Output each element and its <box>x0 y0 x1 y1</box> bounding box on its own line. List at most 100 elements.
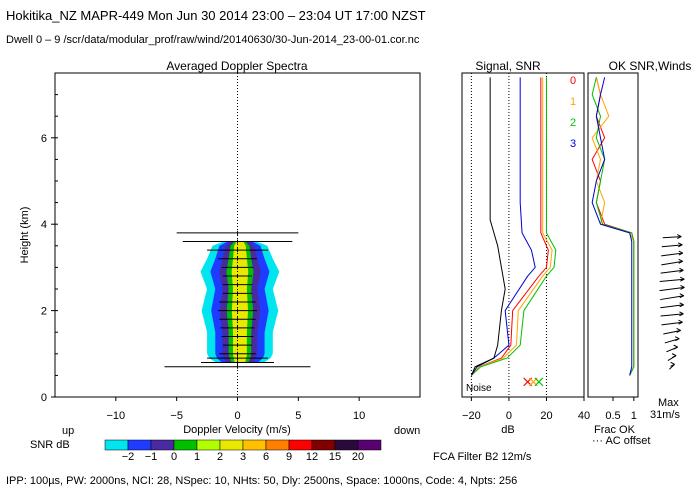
wind-arrow <box>659 286 685 292</box>
frac-legend-1: 1 <box>570 96 576 108</box>
wind-arrow-head <box>678 242 683 248</box>
snr-x-tick-label: 40 <box>578 410 590 422</box>
snr-series-Noise <box>470 77 506 376</box>
colorbar-tick-label: 3 <box>240 451 246 463</box>
colorbar-tick-label: 12 <box>306 451 318 463</box>
colorbar-tick-label: 0 <box>171 451 177 463</box>
wind-arrow-head <box>673 344 678 350</box>
snr-series-2 <box>471 77 557 376</box>
colorbar-tick-label: 6 <box>263 451 269 463</box>
wind-arrow <box>661 252 683 257</box>
colorbar-tick-label: 1 <box>194 451 200 463</box>
wind-arrow <box>663 329 681 335</box>
colorbar-tick-label: −1 <box>145 451 158 463</box>
colorbar-swatch <box>219 439 244 451</box>
frac-legend-0: 0 <box>570 75 576 87</box>
wind-arrow-head <box>674 336 680 342</box>
colorbar-tick-label: −2 <box>122 451 135 463</box>
colorbar-swatch <box>196 439 221 451</box>
y-tick-label: 2 <box>41 306 47 318</box>
frac-xlabel: Frac OK <box>594 424 636 436</box>
colorbar-swatch <box>311 439 336 451</box>
wind-arrow <box>662 236 682 239</box>
wind-arrow <box>660 304 684 309</box>
wind-arrow <box>660 313 684 317</box>
wind-arrow-head <box>679 267 684 273</box>
colorbar-label: SNR dB <box>30 439 70 451</box>
wind-arrow-head <box>679 311 684 317</box>
fca-filter-label: FCA Filter B2 12m/s <box>433 451 532 463</box>
wind-arrow-head <box>678 250 684 256</box>
wind-arrow-head <box>678 258 683 264</box>
colorbar-swatch <box>104 439 129 451</box>
colorbar-swatch <box>334 439 359 451</box>
wind-arrow-head <box>676 328 681 333</box>
colorbar-swatch <box>288 439 313 451</box>
colorbar: −2 −1 0 1 2 3 6 9 12 15 20 <box>104 439 382 463</box>
snr-x-tick-label: 0 <box>506 410 512 422</box>
wind-arrow-head <box>671 353 677 359</box>
colorbar-tick-label: 15 <box>329 451 341 463</box>
snr-marker <box>534 377 544 387</box>
colorbar-swatch <box>173 439 198 451</box>
snr-x-tick-label: −20 <box>462 410 481 422</box>
y-tick-label: 0 <box>41 392 47 404</box>
colorbar-swatch <box>127 439 152 451</box>
max-label: Max <box>658 397 679 409</box>
snr-series-3 <box>470 77 536 376</box>
colorbar-swatch <box>150 439 175 451</box>
x-tick-label: 10 <box>353 410 365 422</box>
spectra-ylabel: Height (km) <box>19 207 31 264</box>
snr-x-tick-label: 20 <box>540 410 552 422</box>
x-tick-label: 5 <box>295 410 301 422</box>
wind-arrow <box>661 260 683 266</box>
snr-series-1 <box>471 77 553 376</box>
down-label: down <box>394 425 420 437</box>
plot-subtitle: Dwell 0 – 9 /scr/data/modular_prof/raw/w… <box>6 34 420 46</box>
footer-params: IPP: 100µs, PW: 2000ns, NCI: 28, NSpec: … <box>6 475 517 487</box>
wind-arrow-head <box>679 293 685 299</box>
wind-arrow <box>659 278 685 283</box>
colorbar-tick-label: 9 <box>286 451 292 463</box>
colorbar-swatch <box>242 439 267 451</box>
colorbar-tick-label: 2 <box>217 451 223 463</box>
wind-arrow-head <box>670 361 675 367</box>
colorbar-swatch <box>357 439 382 451</box>
frac-x-tick-label: 0.5 <box>605 410 620 422</box>
wind-arrow-head <box>680 276 685 282</box>
wind-arrow-head <box>679 302 684 308</box>
snr-frame <box>461 72 585 398</box>
frac-plot: 0 1 2 3 0.5 1 <box>570 75 685 422</box>
y-tick-label: 6 <box>41 133 47 145</box>
wind-arrow <box>661 244 683 248</box>
plot-title: Hokitika_NZ MAPR-449 Mon Jun 30 2014 23:… <box>6 8 426 23</box>
snr-xlabel: dB <box>501 424 514 436</box>
colorbar-tick-label: 20 <box>352 451 364 463</box>
spectra-xlabel: Doppler Velocity (m/s) <box>183 424 291 436</box>
wind-arrow <box>660 295 684 301</box>
max-value: 31m/s <box>650 409 680 421</box>
wind-arrow <box>661 321 683 326</box>
frac-series-0 <box>591 77 635 376</box>
frac-series-2 <box>591 77 635 376</box>
spectra-title: Averaged Doppler Spectra <box>166 59 308 73</box>
wind-arrow-head <box>678 319 683 325</box>
frac-x-tick-label: 1 <box>631 410 637 422</box>
frac-series-3 <box>591 77 633 376</box>
x-tick-label: 0 <box>234 410 240 422</box>
wind-arrow-head <box>677 234 682 240</box>
wind-arrow <box>660 269 684 274</box>
snr-title: Signal, SNR <box>475 59 541 73</box>
frac-legend-2: 2 <box>570 117 576 129</box>
x-tick-label: −5 <box>170 410 183 422</box>
frac-legend-3: 3 <box>570 138 576 150</box>
up-label: up <box>62 425 74 437</box>
wind-arrow-head <box>680 284 685 290</box>
noise-label: Noise <box>466 383 492 394</box>
ac-offset-note: ··· AC offset <box>592 435 650 447</box>
snr-series-0 <box>471 77 549 376</box>
spectra-plot: −10 −5 0 5 10 0 2 4 6 <box>41 73 365 422</box>
x-tick-label: −10 <box>106 410 125 422</box>
snr-plot: −20 0 20 40 <box>462 73 590 422</box>
